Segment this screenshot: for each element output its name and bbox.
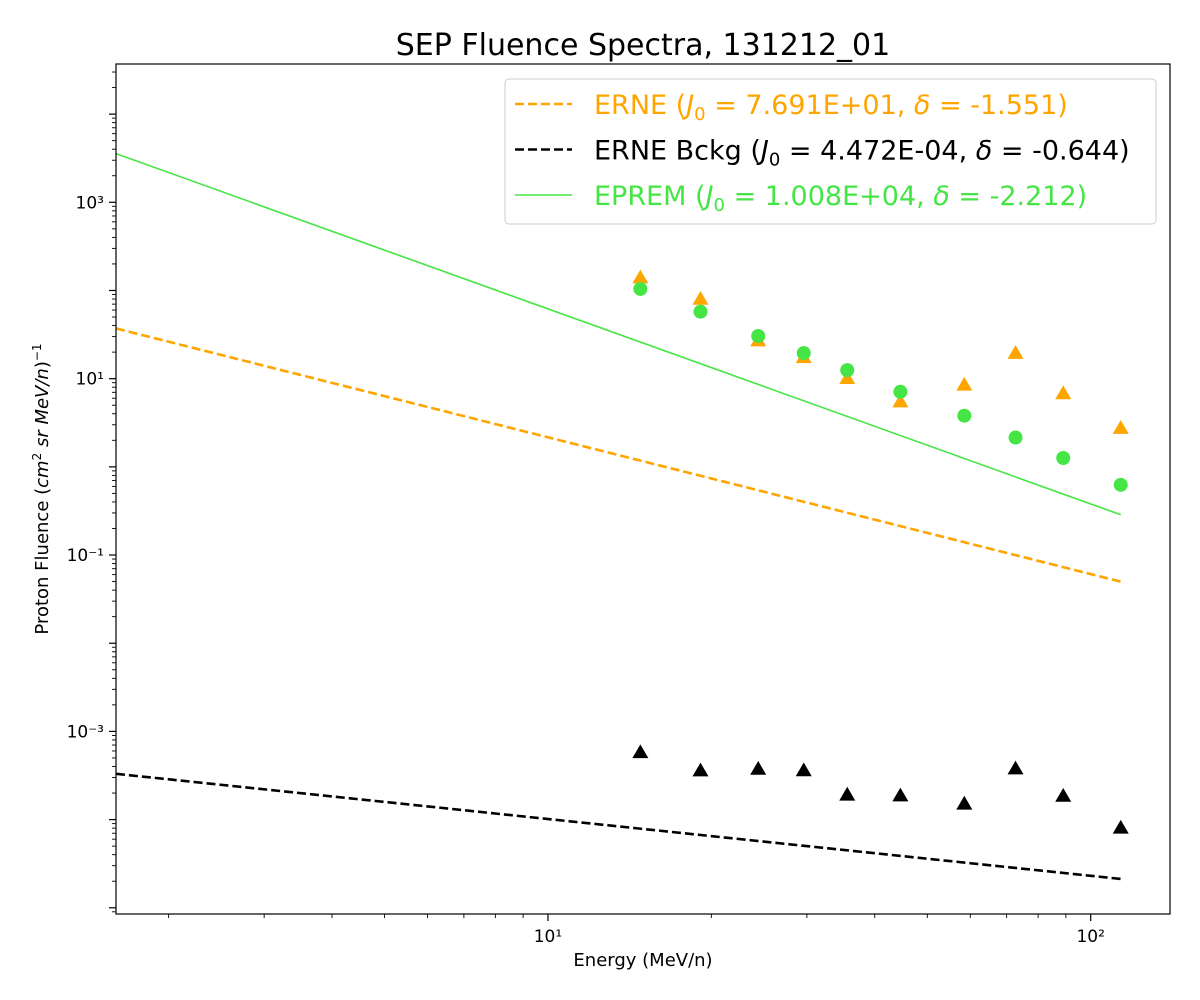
fit-lines — [116, 152, 1122, 881]
chart-title: SEP Fluence Spectra, 131212_01 — [396, 28, 890, 63]
data-point-erne-bckg — [1055, 788, 1072, 802]
data-point-erne-bckg — [750, 760, 767, 775]
y-tick-label: 10⁻¹ — [67, 546, 104, 566]
data-point-erne — [692, 291, 709, 305]
legend-label: ERNE (J0 = 7.691E+01, δ = -1.551) — [594, 90, 1068, 125]
plot-frame — [115, 63, 1171, 915]
data-point-erne — [632, 269, 649, 284]
fit-line-erne — [116, 327, 1122, 583]
data-point-erne-bckg — [839, 786, 856, 801]
data-markers — [632, 269, 1129, 834]
data-point-erne-bckg — [795, 762, 812, 777]
data-point-erne — [1055, 385, 1072, 400]
data-point-eprem — [1113, 477, 1128, 492]
data-point-erne-bckg — [892, 787, 909, 802]
x-axis: 10¹ 10² — [168, 914, 1105, 947]
legend-label: EPREM (J0 = 1.008E+04, δ = -2.212) — [594, 181, 1087, 216]
x-tick-label: 10¹ — [534, 927, 562, 947]
data-point-erne-bckg — [692, 762, 709, 777]
data-point-erne — [892, 393, 909, 408]
data-point-eprem — [751, 328, 766, 343]
fit-line-erne-bckg — [116, 772, 1121, 881]
data-point-erne-bckg — [632, 744, 649, 759]
data-point-erne-bckg — [1007, 760, 1024, 775]
data-point-erne — [839, 370, 856, 385]
x-axis-label: Energy (MeV/n) — [573, 950, 712, 971]
y-tick-label: 10⁻³ — [67, 722, 104, 742]
data-point-eprem — [693, 304, 708, 319]
data-point-erne-bckg — [1112, 819, 1129, 834]
data-point-eprem — [893, 384, 908, 399]
y-axis-label-unit-cm: cm — [32, 460, 53, 487]
x-tick-label: 10² — [1076, 927, 1104, 947]
fit-line-eprem — [116, 152, 1122, 516]
legend: ERNE (J0 = 7.691E+01, δ = -1.551) ERNE Bc… — [504, 78, 1157, 225]
data-point-erne — [956, 376, 973, 391]
legend-label: ERNE Bckg (J0 = 4.472E-04, δ = -0.644) — [594, 136, 1130, 171]
data-point-eprem — [957, 408, 972, 423]
y-tick-label: 10¹ — [76, 370, 104, 390]
y-axis-label-paren: ) — [32, 361, 53, 368]
y-axis-label-sup-2: 2 — [30, 453, 44, 461]
y-axis: 10⁻³ 10⁻¹ 10¹ 10³ — [67, 71, 116, 913]
data-point-erne-bckg — [956, 795, 973, 810]
y-axis-label-text: Proton Fluence ( — [32, 488, 53, 635]
data-point-eprem — [1056, 450, 1071, 465]
data-point-eprem — [633, 281, 648, 296]
y-axis-label-sup-neg1: −1 — [30, 343, 44, 361]
data-point-eprem — [840, 363, 855, 378]
y-axis-label-unit-rest: sr MeV/n — [32, 368, 53, 453]
data-point-erne — [1007, 345, 1024, 359]
data-point-erne — [1112, 420, 1129, 434]
y-axis-label: Proton Fluence (cm2 sr MeV/n)−1 — [30, 343, 53, 634]
legend-box — [504, 78, 1157, 225]
data-point-eprem — [1008, 430, 1023, 445]
y-tick-label: 10³ — [76, 193, 104, 213]
data-point-eprem — [796, 346, 811, 361]
